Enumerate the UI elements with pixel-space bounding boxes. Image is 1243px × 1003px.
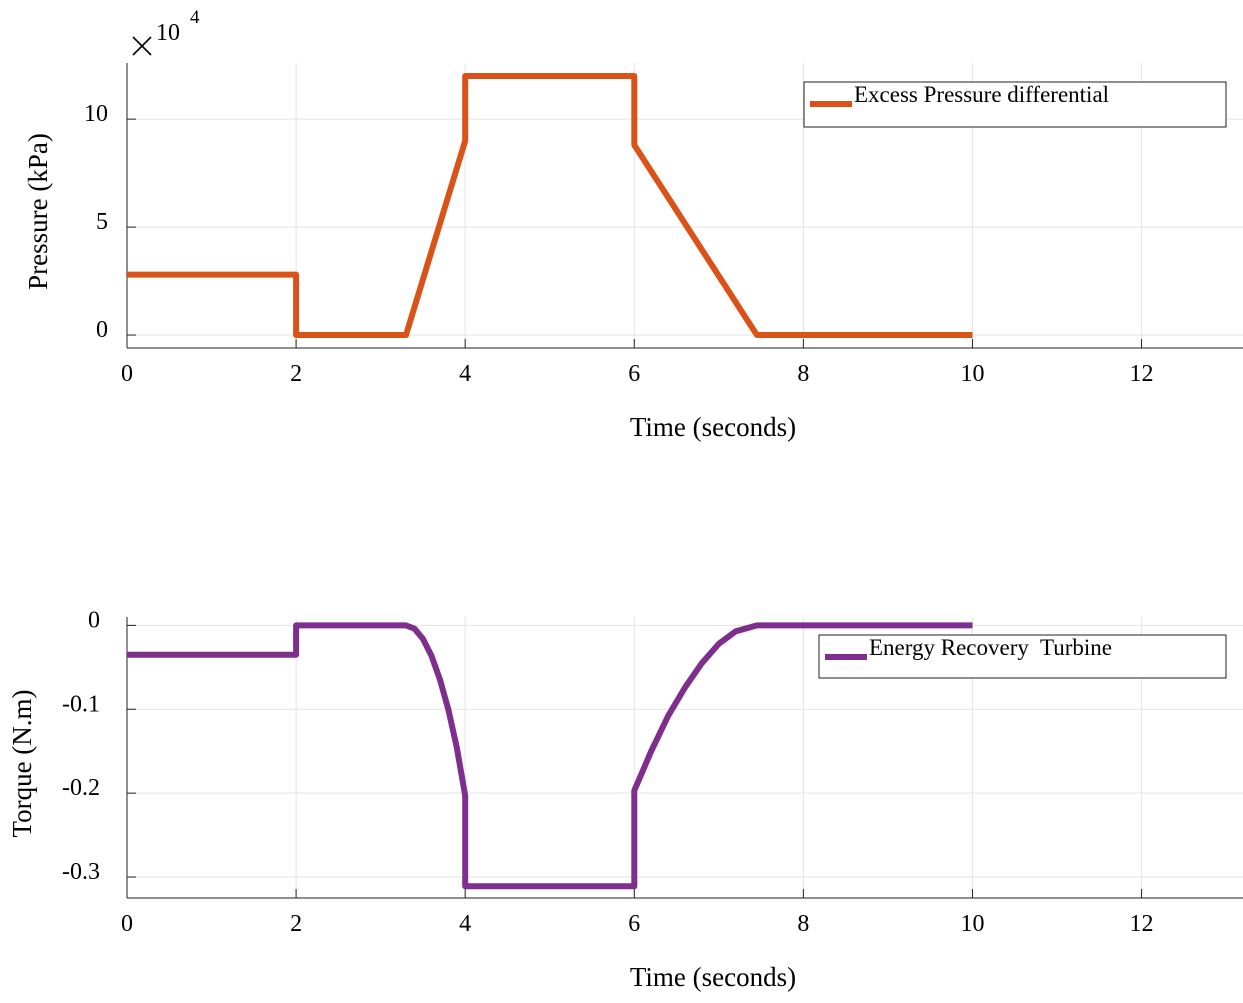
x-axis-title: Time (seconds) — [630, 962, 796, 992]
legend-box — [818, 634, 1227, 679]
x-tick-label: 8 — [797, 911, 809, 937]
series-line — [127, 622, 973, 890]
x-tick-label: 12 — [1130, 361, 1154, 387]
y-tick-label: -0.1 — [62, 691, 100, 717]
y-tick-label: 0 — [96, 317, 108, 343]
x-tick-label: 4 — [459, 911, 471, 937]
exponent-base-label: 10 — [156, 20, 180, 46]
x-tick-label: 6 — [628, 361, 640, 387]
x-tick-label: 0 — [121, 361, 133, 387]
x-tick-label: 10 — [960, 361, 984, 387]
series-line — [127, 73, 973, 338]
legend-box — [803, 81, 1227, 128]
exponent-power-label: 4 — [190, 7, 200, 28]
y-tick-label: -0.3 — [62, 859, 100, 885]
x-tick-label: 2 — [290, 911, 302, 937]
x-tick-label: 8 — [797, 361, 809, 387]
x-tick-label: 6 — [628, 911, 640, 937]
y-axis-title: Torque (N.m) — [7, 689, 37, 837]
x-tick-label: 12 — [1130, 911, 1154, 937]
y-axis-title: Pressure (kPa) — [23, 133, 53, 290]
x-tick-label: 0 — [121, 911, 133, 937]
y-tick-label: 10 — [84, 101, 108, 127]
y-tick-label: 0 — [88, 607, 100, 633]
x-axis-title: Time (seconds) — [630, 412, 796, 442]
x-tick-label: 2 — [290, 361, 302, 387]
times-sign-stroke-b — [132, 36, 152, 56]
x-tick-label: 10 — [960, 911, 984, 937]
legend-label: Energy Recovery Turbine — [869, 635, 1112, 660]
x-tick-label: 4 — [459, 361, 471, 387]
y-tick-label: 5 — [96, 209, 108, 235]
y-tick-label: -0.2 — [62, 775, 100, 801]
legend-label: Excess Pressure differential — [854, 82, 1109, 107]
